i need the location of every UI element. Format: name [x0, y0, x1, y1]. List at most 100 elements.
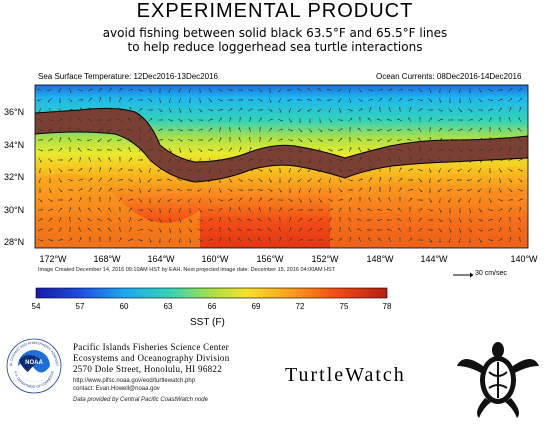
- current-arrow-head: [151, 220, 153, 222]
- current-arrow-head: [379, 167, 381, 169]
- current-arrow-head: [519, 147, 521, 149]
- current-arrow-head: [149, 201, 151, 203]
- current-arrow-head: [409, 107, 412, 109]
- current-arrow-head: [268, 217, 270, 220]
- current-arrow-head: [179, 151, 182, 153]
- current-arrow-head: [451, 138, 453, 141]
- current-arrow-head: [97, 149, 99, 151]
- current-arrow-head: [408, 147, 410, 150]
- current-arrow-head: [97, 140, 100, 142]
- org-contact-link[interactable]: contact: Evan.Howell@noaa.gov: [73, 386, 160, 392]
- current-arrow-head: [61, 199, 63, 201]
- current-arrow-head: [519, 207, 522, 209]
- colorbar-tick: 72: [295, 302, 305, 311]
- current-arrow-head: [58, 91, 60, 93]
- current-arrow-head: [49, 111, 52, 113]
- current-arrow-head: [129, 107, 131, 109]
- current-arrow-head: [199, 161, 201, 163]
- current-arrow-head: [147, 180, 150, 183]
- current-arrow-head: [349, 237, 352, 239]
- current-arrow-head: [87, 118, 89, 121]
- current-arrow-head: [229, 117, 232, 119]
- current-arrow-head: [148, 190, 150, 193]
- current-arrow-head: [447, 190, 449, 192]
- current-arrow-head: [511, 199, 513, 201]
- current-arrow-head: [341, 128, 343, 130]
- current-arrow-head: [98, 107, 100, 110]
- current-arrow-head: [247, 218, 249, 220]
- current-arrow-head: [319, 161, 321, 163]
- current-arrow-head: [398, 157, 400, 159]
- current-arrow-head: [40, 161, 42, 163]
- current-arrow-head: [449, 101, 451, 103]
- current-arrow-head: [521, 158, 523, 160]
- current-arrow-head: [289, 227, 292, 229]
- current-arrow-head: [480, 118, 483, 120]
- current-arrow-head: [61, 238, 63, 241]
- current-arrow-head: [459, 211, 461, 213]
- current-arrow-head: [77, 138, 79, 141]
- current-arrow-head: [221, 90, 223, 92]
- current-arrow-head: [231, 108, 233, 110]
- current-arrow-head: [71, 189, 73, 191]
- current-arrow-head: [500, 227, 502, 229]
- current-arrow-head: [509, 147, 512, 149]
- current-arrow-head: [278, 227, 281, 229]
- current-arrow-head: [98, 157, 100, 160]
- current-arrow-head: [248, 207, 250, 209]
- colorbar-tick: 54: [31, 302, 41, 311]
- current-arrow-head: [281, 138, 283, 141]
- current-arrow-head: [50, 160, 53, 162]
- sst-date-label: Sea Surface Temperature: 12Dec2016-13Dec…: [38, 72, 218, 81]
- current-arrow-head: [290, 237, 293, 240]
- current-arrow-head: [228, 227, 230, 230]
- current-arrow-head: [430, 240, 432, 243]
- current-arrow-head: [247, 228, 249, 231]
- current-arrow-head: [130, 98, 133, 100]
- current-arrow-head: [508, 137, 510, 139]
- current-arrow-head: [170, 111, 172, 113]
- current-arrow-head: [51, 239, 53, 242]
- current-arrow-head: [108, 207, 110, 209]
- current-arrow-head: [271, 110, 273, 112]
- org-url-link[interactable]: http://www.pifsc.noaa.gov/eod/turtlewatc…: [73, 378, 196, 384]
- current-arrow-head: [51, 208, 53, 210]
- current-arrow-head: [179, 221, 182, 223]
- current-arrow-head: [41, 209, 43, 211]
- current-arrow-head: [329, 171, 331, 173]
- current-arrow-head: [461, 128, 463, 130]
- current-arrow-head: [409, 157, 412, 159]
- current-arrow-head: [151, 148, 153, 151]
- current-arrow-head: [167, 200, 169, 202]
- current-arrow-head: [288, 111, 290, 113]
- current-arrow-head: [508, 127, 510, 130]
- current-arrow-head: [431, 229, 433, 231]
- current-arrow-head: [229, 137, 231, 139]
- current-arrow-head: [88, 207, 90, 210]
- current-arrow-head: [491, 148, 493, 150]
- current-arrow-head: [398, 207, 400, 210]
- current-arrow-head: [340, 170, 342, 173]
- current-arrow-head: [339, 111, 342, 113]
- current-arrow-head: [339, 217, 341, 219]
- current-arrow-head: [418, 137, 420, 139]
- current-arrow-head: [247, 238, 250, 240]
- current-arrow-head: [150, 118, 153, 120]
- current-arrow-head: [519, 107, 522, 109]
- current-arrow-head: [411, 89, 413, 92]
- current-arrow-head: [477, 190, 480, 193]
- current-arrow-head: [439, 241, 441, 243]
- colorbar-tick: 75: [339, 302, 349, 311]
- current-arrow-head: [50, 191, 52, 193]
- current-arrow-head: [240, 108, 243, 110]
- current-arrow-head: [211, 138, 213, 140]
- current-arrow-head: [461, 150, 463, 152]
- current-arrow-head: [80, 107, 82, 109]
- current-arrow-head: [399, 107, 401, 109]
- subtitle-line-1: avoid fishing between solid black 63.5°F…: [102, 26, 448, 40]
- current-arrow-head: [490, 117, 492, 119]
- current-arrow-head: [480, 100, 483, 103]
- current-arrow-head: [490, 201, 492, 203]
- current-arrow-head: [448, 200, 450, 203]
- current-arrow-head: [420, 108, 423, 110]
